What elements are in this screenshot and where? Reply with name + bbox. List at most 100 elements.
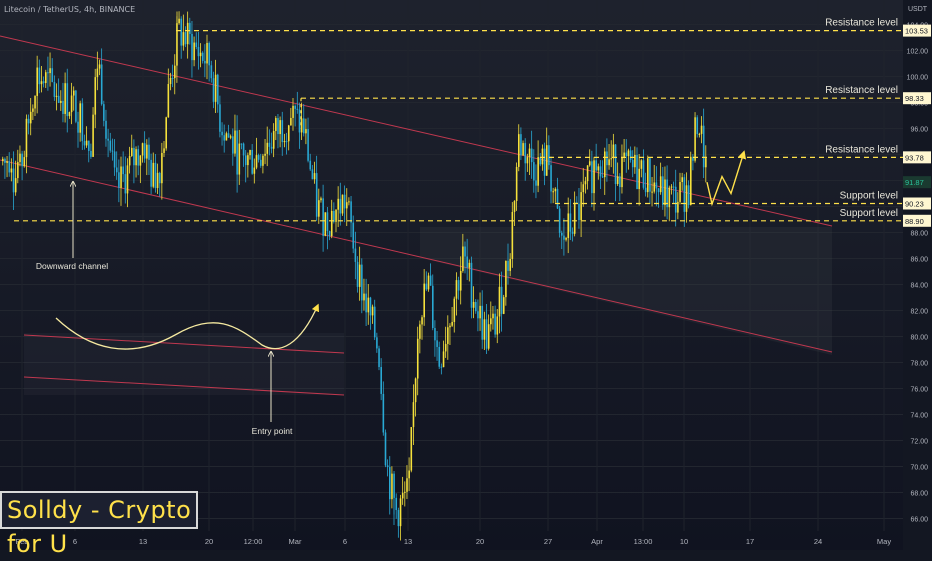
candle-body (606, 151, 608, 166)
candle-body (298, 109, 301, 133)
candle-body (647, 158, 649, 193)
candle-body (616, 176, 619, 185)
annotation-downward-channel: Downward channel (36, 261, 108, 271)
x-tick-label: 20 (205, 537, 213, 546)
price-label-box (903, 197, 931, 210)
candle-body (350, 201, 352, 223)
candle-body (197, 46, 200, 57)
candle-body (19, 153, 21, 163)
candle-body (283, 141, 286, 143)
candle-body (38, 67, 41, 85)
candle-body (614, 144, 617, 185)
candle-body (625, 152, 628, 157)
candle-body (659, 176, 662, 193)
candle-body (651, 191, 653, 193)
candle-body (251, 149, 253, 174)
candle-body (96, 68, 99, 78)
candle-body (100, 64, 103, 105)
candle-body (182, 32, 185, 46)
price-label: 88.90 (905, 217, 924, 226)
candle-body (442, 351, 445, 368)
candle-body (653, 182, 656, 192)
example-lower-line (23, 376, 345, 396)
price-label-box (903, 176, 931, 189)
candle-body (399, 498, 402, 527)
candle-body (545, 145, 548, 176)
channel-shade (420, 227, 832, 355)
candle-body (318, 200, 320, 217)
candle-body (83, 141, 86, 146)
candle-body (148, 144, 150, 160)
candle-body (53, 81, 56, 97)
candle-body (178, 18, 180, 24)
candle-body (264, 153, 266, 156)
candle-body (275, 118, 277, 132)
candle-body (382, 393, 385, 433)
y-axis-panel (903, 0, 932, 550)
candle-body (253, 167, 256, 174)
candle-body (694, 117, 696, 161)
y-tick-label: 88.00 (910, 230, 928, 237)
candle-body (496, 316, 499, 335)
candle-body (434, 328, 436, 341)
candle-body (163, 148, 165, 153)
y-tick-label: 68.00 (910, 490, 928, 497)
candle-body (548, 145, 550, 166)
candle-body (608, 159, 610, 166)
x-tick-label: Apr (591, 537, 603, 546)
candle-body (309, 160, 312, 170)
candle-body (490, 318, 492, 325)
candle-body (408, 470, 410, 479)
candle-body (324, 212, 327, 236)
candle-body (103, 104, 105, 121)
candle-body (272, 131, 275, 149)
candle-body (184, 32, 187, 45)
candle-body (696, 117, 699, 135)
candle-body (236, 130, 238, 175)
candle-body (180, 18, 183, 46)
y-axis: 66.00 68.00 70.00 72.00 74.00 76.00 78.00 80.00… (903, 0, 932, 550)
candle-body (176, 23, 178, 66)
candle-body (154, 162, 157, 189)
candle-body (268, 142, 271, 147)
candle-body (335, 209, 337, 222)
candle-body (470, 262, 473, 308)
candle-body (438, 346, 441, 367)
candle-body (158, 172, 161, 184)
candle-body (339, 198, 342, 214)
candle-body (657, 188, 660, 193)
candle-body (109, 140, 112, 151)
candle-body (524, 143, 527, 164)
candle-body (171, 78, 174, 80)
candle-body (578, 203, 580, 221)
x-tick-label: 24 (814, 537, 822, 546)
candle-body (423, 283, 425, 318)
candle-body (522, 143, 524, 156)
candle-body (672, 186, 675, 188)
candle-body (526, 157, 529, 164)
candle-body (156, 172, 159, 189)
candle-body (649, 158, 651, 192)
candle-body (105, 120, 107, 139)
candle-body (425, 283, 428, 290)
candle-body (201, 52, 204, 61)
candle-body (223, 135, 226, 141)
candle-body (588, 161, 591, 166)
candle-body (262, 155, 264, 166)
candle-body (146, 144, 148, 159)
candle-body (322, 198, 324, 236)
candle-body (518, 134, 520, 167)
annotations: Downward channel Entry point (36, 150, 747, 436)
candle-body (124, 174, 127, 194)
candle-body (668, 187, 671, 208)
candle-body (330, 210, 333, 236)
candle-body (459, 270, 462, 291)
candle-body (365, 293, 367, 313)
candle-body (554, 188, 557, 192)
candle-body (361, 264, 363, 301)
candle-body (57, 95, 60, 103)
candle-body (303, 118, 305, 134)
symbol-header: Litecoin / TetherUS, 4h, BINANCE (4, 5, 136, 14)
candle-body (391, 473, 393, 500)
